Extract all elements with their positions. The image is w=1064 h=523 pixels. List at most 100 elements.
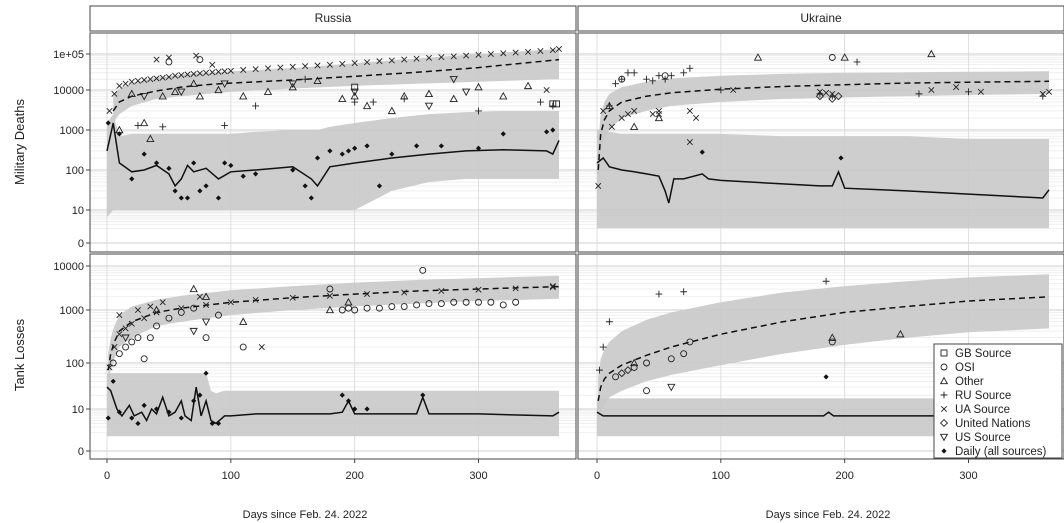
panel-border (577, 32, 1064, 253)
other-point (362, 101, 372, 110)
legend-label: GB Source (955, 348, 1011, 360)
ua-source-point (111, 344, 118, 351)
ua-source-point (376, 58, 383, 65)
cumulative-uncertainty-band (598, 71, 1049, 198)
us-point (139, 93, 149, 101)
ua-source-point (438, 54, 445, 61)
daily-point (129, 415, 135, 421)
ua-point (693, 114, 700, 121)
x-tick-label: 300 (959, 470, 977, 482)
other-point (288, 82, 297, 91)
osi-point (239, 343, 247, 351)
legend-item: US Source (939, 432, 1011, 444)
other-point (263, 87, 273, 96)
ru-point (369, 98, 377, 106)
ru-point (221, 122, 229, 129)
ua-source-point (326, 292, 333, 299)
ru-point (618, 75, 626, 83)
daily-point (240, 173, 246, 179)
daily-point (308, 195, 314, 201)
ru-point (475, 107, 482, 115)
ua-source-point (252, 296, 259, 303)
daily-point (178, 415, 184, 421)
panel-russia-tanks (89, 253, 577, 460)
x-axis-russia: 0 100 200 300 (104, 459, 488, 482)
ua-point (624, 111, 631, 118)
ru-point (680, 288, 688, 296)
ua-point (823, 89, 830, 96)
us-point (121, 334, 130, 343)
ru-point (717, 86, 725, 94)
ua-source-point (463, 52, 470, 59)
osi-point (661, 72, 669, 80)
osi-point (338, 306, 346, 314)
ua-point (595, 182, 602, 189)
osi-point (828, 54, 836, 61)
osi-point (196, 56, 204, 64)
osi-point (413, 301, 421, 309)
osi-point (190, 304, 198, 312)
ru-point (351, 98, 359, 106)
daily-point (166, 165, 172, 171)
osi-point (215, 311, 222, 319)
diamond-point (623, 366, 632, 375)
daily-point (228, 162, 234, 169)
other-point (338, 94, 347, 103)
other-point (189, 284, 198, 293)
ru-point (159, 123, 167, 131)
other-point (523, 81, 533, 90)
daily-point (105, 120, 111, 126)
daily-uncertainty-band (597, 130, 1049, 229)
cumulative-fit-line (597, 80, 1050, 171)
ua-point (258, 344, 265, 351)
y-tick-label: 100 (66, 165, 84, 177)
gb-point (351, 83, 359, 91)
x-tick-label: 100 (222, 470, 240, 482)
y-tick-label: 0 (78, 446, 84, 458)
ua-point (196, 293, 203, 300)
ru-point (680, 69, 688, 77)
x-tick-label: 0 (104, 470, 110, 482)
ua-source-point (147, 76, 154, 83)
us-point (220, 80, 229, 88)
ua-point (953, 84, 960, 91)
daily-point (327, 148, 333, 154)
osi-point (134, 334, 142, 342)
ua-source-point (364, 59, 371, 66)
daily-point (191, 398, 197, 404)
ua-source-point (326, 61, 333, 68)
daily-point (141, 151, 147, 157)
osi-point (612, 373, 620, 381)
legend-label: United Nations (955, 418, 1031, 430)
daily-point (215, 420, 222, 427)
cumulative-fit-line (107, 285, 560, 371)
daily-point (184, 195, 191, 201)
legend-marker-plus (940, 391, 948, 399)
osi-point (686, 338, 694, 346)
daily-point (389, 151, 395, 157)
ua-source-point (289, 294, 296, 301)
daily-point (838, 155, 844, 161)
daily-point (550, 127, 556, 133)
ua-point (618, 114, 625, 121)
ru-point (965, 88, 972, 96)
ua-source-point (196, 70, 203, 77)
ua-source-point (537, 48, 544, 55)
ua-source-point (302, 63, 309, 70)
osi-point (140, 355, 148, 363)
ua-source-point (425, 54, 433, 61)
ua-source-point (165, 73, 172, 81)
diamond-point (617, 369, 626, 378)
ru-point (655, 72, 663, 80)
legend-item: United Nations (939, 418, 1031, 430)
ua-source-point (450, 53, 457, 60)
osi-point (643, 359, 650, 367)
ua-point (1045, 88, 1053, 95)
other-point (629, 122, 639, 131)
osi-point (345, 304, 352, 312)
legend-marker-filled-diamond (941, 448, 947, 454)
ru-point (649, 77, 657, 85)
ru-point (252, 102, 260, 110)
daily-point (302, 183, 308, 189)
